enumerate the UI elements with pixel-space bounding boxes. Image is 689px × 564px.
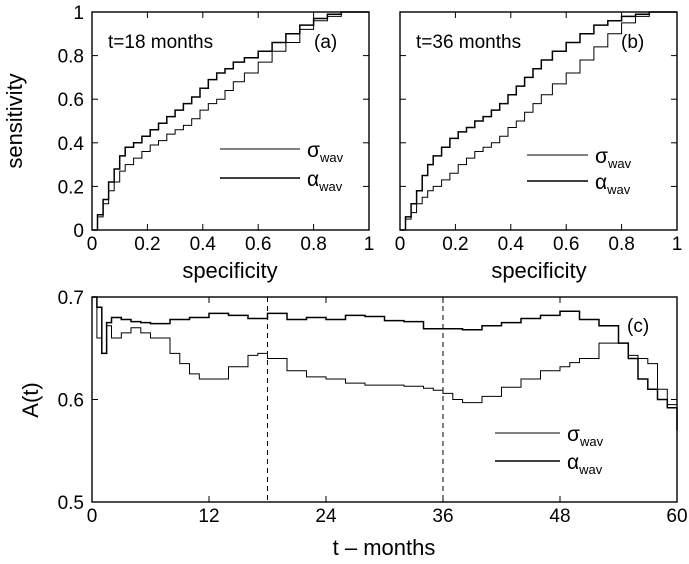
panel-a-xlabel: specificity: [182, 258, 277, 283]
panel-b-xlabel: specificity: [491, 258, 586, 283]
panel-c-xtick-label: 24: [315, 506, 337, 527]
panel-c-legend-label-alpha: αwav: [567, 451, 603, 477]
panel-a-legend-label-alpha: αwav: [307, 168, 343, 194]
panel-b-series-sigma: [400, 11, 677, 231]
panel-c-legend-label-sigma: σwav: [567, 423, 604, 449]
panel-c-series-sigma: [92, 296, 678, 415]
panel-a-lines: [92, 11, 369, 231]
panel-c-ytick-label: 0.5: [58, 493, 84, 514]
panel-c-xtick-label: 48: [549, 506, 570, 527]
panel-a-frame: [91, 11, 370, 231]
panel-a-ylabel: sensitivity: [2, 73, 27, 168]
panel-a-xtick-label: 0.2: [134, 234, 160, 255]
panel-c-series-alpha: [92, 296, 678, 431]
panel-c-legend: σwav αwav: [495, 423, 604, 477]
panel-c-ylabel: A(t): [18, 382, 43, 417]
panel-c-ytick-label: 0.6: [58, 391, 84, 412]
panel-c-xtick-label: 36: [432, 506, 453, 527]
panel-a-legend-label-sigma: σwav: [307, 139, 344, 165]
panel-c-vlines: [267, 297, 444, 502]
panel-c-xtick-label: 12: [198, 506, 219, 527]
panel-a-annotation: t=18 months: [108, 32, 213, 53]
panel-b-xtick-label: 0.4: [498, 234, 525, 255]
panel-c-xtick-label: 0: [87, 506, 98, 527]
panel-a-ytick-label: 0.6: [58, 90, 84, 111]
panel-c: (c) A(t) t – months 0 12 24 36 48 60 0.5 0.6 0.7…: [18, 288, 688, 560]
panel-a-tag: (a): [314, 32, 337, 53]
panel-a-ticks: 0 0.2 0.4 0.6 0.8 1 0 0.2 0.4 0.6 0.8 1: [58, 3, 375, 255]
panel-c-xtick-label: 60: [666, 506, 687, 527]
panel-b-lines: [400, 11, 677, 231]
panel-c-ticks: 0 12 24 36 48 60 0.5 0.6 0.7: [58, 288, 688, 527]
panel-a-ytick-label: 0.8: [58, 47, 84, 68]
panel-c-xlabel: t – months: [333, 535, 436, 560]
panel-c-tag: (c): [627, 316, 649, 337]
panel-a-legend: σwav αwav: [220, 139, 344, 194]
panel-a-xtick-label: 0.6: [245, 234, 271, 255]
panel-a-ytick-label: 0.4: [58, 134, 85, 155]
panel-b-legend-label-alpha: αwav: [595, 171, 631, 197]
panel-b-xtick-label: 0: [395, 234, 406, 255]
panel-b-series-alpha: [400, 11, 677, 231]
panel-b-legend-label-sigma: σwav: [595, 145, 632, 171]
panel-a-ytick-label: 1: [73, 3, 84, 24]
panel-a-xtick-label: 0.8: [300, 234, 326, 255]
panel-b-xtick-label: 0.6: [553, 234, 579, 255]
panel-b-xtick-label: 0.8: [608, 234, 634, 255]
panel-b-ticks: 0 0.2 0.4 0.6 0.8 1: [395, 11, 683, 255]
panel-b-annotation: t=36 months: [416, 32, 521, 53]
panel-a-series-alpha: [92, 11, 369, 231]
panel-a-xtick-label: 1: [364, 234, 375, 255]
panel-a-ytick-label: 0.2: [58, 177, 84, 198]
panel-b-legend: σwav αwav: [527, 145, 632, 197]
panel-b-xtick-label: 1: [672, 234, 683, 255]
panel-a-ytick-label: 0: [73, 221, 84, 242]
panel-a-series-sigma: [92, 11, 369, 231]
panel-b-xtick-label: 0.2: [442, 234, 468, 255]
panel-b: t=36 months (b) specificity 0 0.2 0.4 0.6 0.…: [395, 11, 683, 283]
panel-b-tag: (b): [621, 32, 644, 53]
panel-a: t=18 months (a) sensitivity specificity …: [2, 3, 374, 283]
panel-a-xtick-label: 0.4: [190, 234, 217, 255]
panel-c-ytick-label: 0.7: [58, 288, 84, 309]
panel-a-xtick-label: 0: [87, 234, 98, 255]
panel-c-lines: [92, 296, 678, 431]
panel-b-frame: [399, 11, 678, 231]
